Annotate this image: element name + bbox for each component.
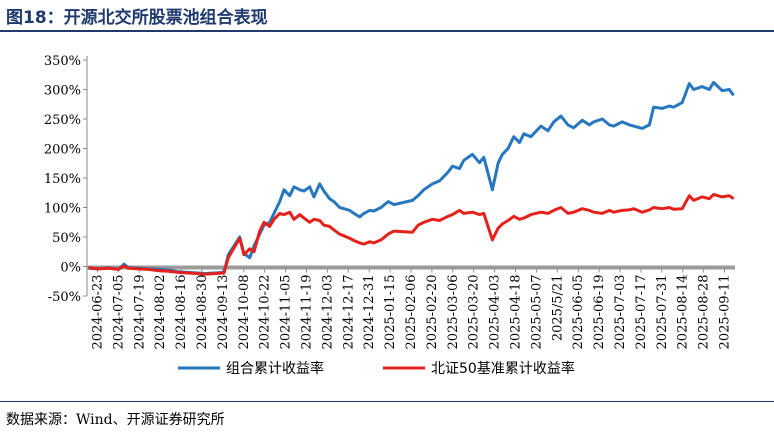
x-tick-label: 2024-12-31: [362, 275, 377, 350]
x-tick-label: 2024-10-08: [237, 275, 252, 350]
series-layer: [88, 80, 735, 276]
y-tick-label: 100%: [44, 202, 81, 217]
legend-label-portfolio: 组合累计收益率: [226, 360, 324, 377]
x-tick-label: 2024-07-19: [132, 275, 147, 350]
x-tick-label: 2025-05-07: [529, 275, 544, 350]
x-tick-label: 2025-04-03: [488, 275, 503, 350]
x-tick-label: 2024-12-03: [320, 275, 335, 350]
x-tick-label: 2025-08-28: [697, 275, 712, 350]
x-tick-label: 2024-09-13: [216, 275, 231, 350]
x-tick-label: 2024-08-02: [153, 275, 168, 350]
figure-title: 图18：开源北交所股票池组合表现: [6, 8, 268, 28]
source-divider: [0, 401, 774, 402]
y-tick-label: 250%: [44, 113, 81, 128]
x-tick-label: 2025-03-20: [467, 275, 482, 350]
x-axis: 2024-06-23 2024-07-05 2024-07-19 2024-08-02…: [87, 265, 735, 350]
x-tick-label: 2025-06-19: [592, 275, 607, 350]
title-divider: [0, 30, 774, 32]
x-tick-label: 2025/5/21: [550, 275, 565, 342]
y-tick-label: 50%: [52, 231, 81, 246]
x-tick-label: 2025-02-06: [404, 275, 419, 350]
y-tick-label: 0%: [60, 261, 81, 276]
y-tick-label: 350%: [44, 54, 81, 69]
y-tick-label: -50%: [48, 290, 81, 305]
x-tick-label: 2025-01-15: [383, 275, 398, 350]
line-chart: -50% 0% 50% 100% 150% 200% 250% 300% 350% 2024-0…: [44, 54, 735, 377]
y-axis: -50% 0% 50% 100% 150% 200% 250% 300% 350%: [44, 54, 88, 305]
y-tick-label: 200%: [44, 143, 81, 158]
x-tick-label: 2025-06-05: [571, 275, 586, 350]
x-axis-line: [87, 265, 735, 270]
x-tick-label: 2025-07-03: [613, 275, 628, 350]
x-tick-label: 2024-11-05: [279, 275, 294, 350]
x-tick-label: 2025-04-18: [509, 275, 524, 350]
x-tick-label: 2025-09-11: [718, 275, 733, 350]
benchmark-series-line: [88, 193, 735, 276]
data-source-note: 数据来源：Wind、开源证券研究所: [6, 412, 225, 428]
x-tick-label: 2024-08-30: [195, 275, 210, 350]
x-tick-label: 2024-06-23: [90, 275, 105, 350]
legend-label-benchmark: 北证50基准累计收益率: [431, 360, 575, 377]
x-tick-label: 2024-07-05: [111, 275, 126, 350]
portfolio-series-line: [88, 80, 735, 276]
x-tick-label: 2025-07-17: [634, 275, 649, 350]
x-tick-label: 2024-12-17: [341, 275, 356, 350]
x-tick-label: 2025-02-20: [425, 275, 440, 350]
x-tick-label: 2024-10-22: [258, 275, 273, 350]
x-tick-label: 2025-03-06: [446, 275, 461, 350]
y-tick-label: 150%: [44, 172, 81, 187]
x-tick-label: 2025-07-31: [655, 275, 670, 350]
x-tick-label: 2025-08-14: [676, 275, 691, 350]
y-tick-label: 300%: [44, 84, 81, 99]
x-tick-label: 2024-11-19: [299, 275, 314, 350]
legend: 组合累计收益率 北证50基准累计收益率: [178, 360, 575, 377]
x-tick-label: 2024-08-16: [174, 275, 189, 350]
